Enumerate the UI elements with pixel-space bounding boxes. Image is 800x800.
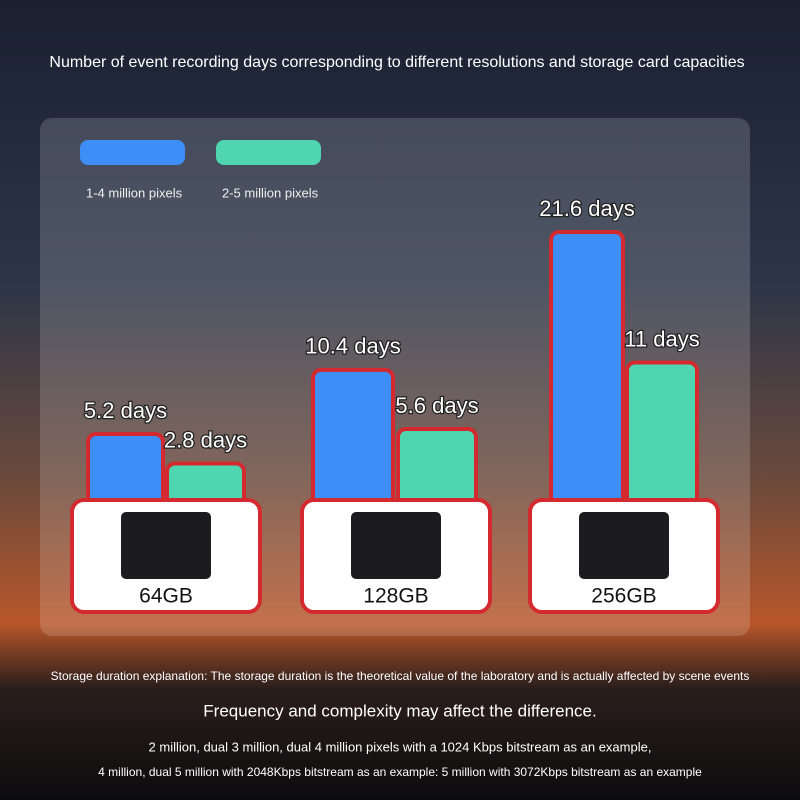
value-label: 5.2 days	[84, 398, 167, 423]
chart-title: Number of event recording days correspon…	[49, 54, 744, 71]
value-label: 5.6 days	[395, 393, 478, 418]
legend-swatch	[216, 140, 321, 165]
bar	[625, 360, 699, 511]
category-label: 64GB	[139, 585, 193, 608]
bar	[396, 427, 478, 511]
bar	[311, 367, 395, 511]
category-label: 128GB	[363, 585, 428, 608]
category-label: 256GB	[591, 585, 656, 608]
footnote: Frequency and complexity may affect the …	[203, 701, 596, 720]
value-label: 21.6 days	[539, 196, 634, 221]
footnote: 2 million, dual 3 million, dual 4 millio…	[149, 739, 652, 754]
value-label: 11 days	[624, 326, 699, 351]
footnote: 4 million, dual 5 million with 2048Kbps …	[98, 765, 702, 779]
plot: 1-4 million pixels 2-5 million pixels 5.2 …	[51, 140, 750, 779]
bar	[549, 230, 625, 510]
legend-label: 1-4 million pixels	[86, 185, 183, 200]
legend-label: 2-5 million pixels	[222, 185, 319, 200]
value-label: 10.4 days	[305, 334, 400, 359]
bar	[86, 431, 165, 510]
value-label: 2.8 days	[164, 427, 247, 452]
sd-card	[121, 512, 211, 579]
legend-swatch	[80, 140, 185, 165]
footnote: Storage duration explanation: The storag…	[51, 669, 750, 683]
sd-card	[579, 512, 669, 579]
sd-card	[351, 512, 441, 579]
